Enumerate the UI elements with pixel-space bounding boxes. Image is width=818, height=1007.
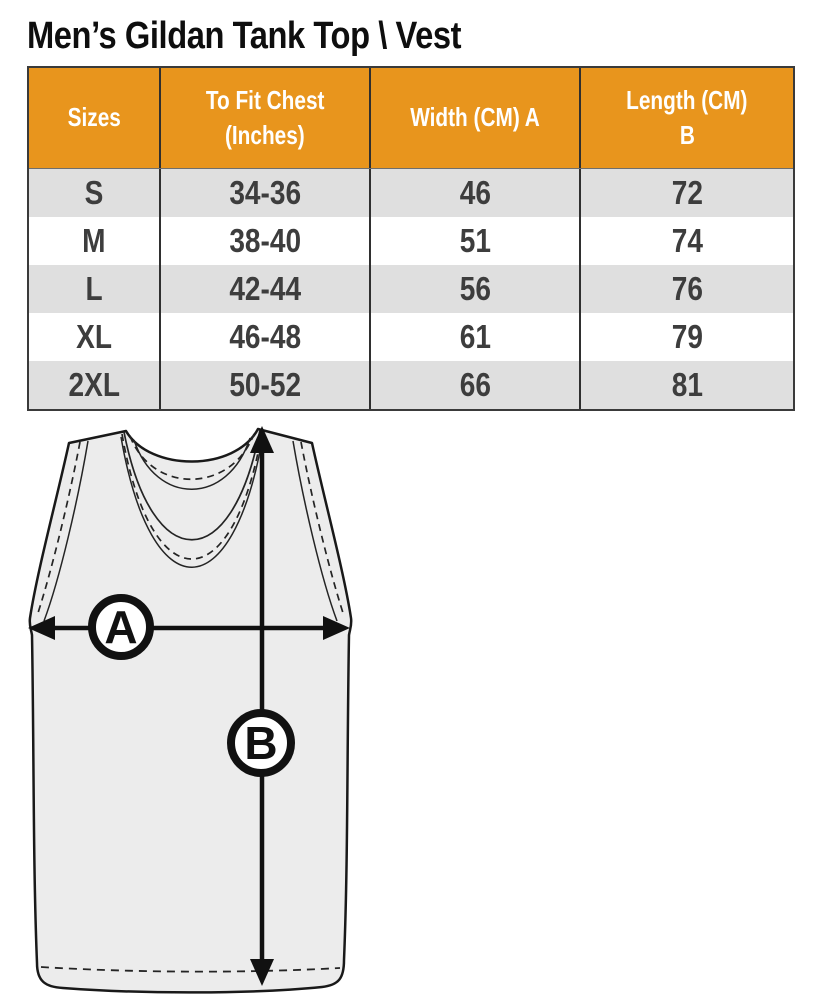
table-row-l: L 42-44 56 76 bbox=[29, 265, 793, 313]
table-row-xl: XL 46-48 61 79 bbox=[29, 313, 793, 361]
length-measurement-arrow: B bbox=[227, 426, 295, 986]
cell-size: XL bbox=[29, 313, 162, 361]
left-armhole-stitch-line bbox=[36, 441, 81, 617]
column-header-chest: To Fit Chest (Inches) bbox=[161, 68, 372, 168]
cell-chest: 38-40 bbox=[161, 217, 372, 265]
front-neck-edge-line bbox=[123, 429, 261, 541]
header-line: To Fit Chest bbox=[205, 84, 325, 115]
length-label: B bbox=[244, 717, 277, 769]
width-measurement-arrow: A bbox=[28, 594, 350, 660]
left-armhole-ribbing-line bbox=[43, 440, 89, 622]
size-chart-table: Sizes To Fit Chest (Inches) Width (CM) A… bbox=[27, 66, 795, 411]
cell-length: 81 bbox=[671, 366, 703, 403]
cell-width: 56 bbox=[371, 265, 582, 313]
cell-chest: 34-36 bbox=[161, 169, 372, 217]
back-neck-ribbing-line bbox=[133, 437, 251, 490]
width-label: A bbox=[104, 601, 137, 653]
right-armhole-ribbing-line bbox=[292, 440, 338, 622]
arrowhead-up bbox=[250, 426, 274, 453]
cell-width: 46 bbox=[371, 169, 582, 217]
table-header-row: Sizes To Fit Chest (Inches) Width (CM) A… bbox=[29, 68, 793, 169]
cell-length: 76 bbox=[671, 270, 703, 307]
cell-width: 61 bbox=[371, 313, 582, 361]
header-line: B bbox=[679, 120, 695, 150]
cell-chest: 46-48 bbox=[161, 313, 372, 361]
width-label-circle bbox=[88, 594, 154, 660]
table-row-2xl: 2XL 50-52 66 81 bbox=[29, 361, 793, 409]
header-line: Length (CM) bbox=[626, 84, 748, 115]
cell-size: M bbox=[29, 217, 162, 265]
right-armhole-stitch-line bbox=[300, 441, 345, 617]
cell-size: 2XL bbox=[29, 361, 162, 409]
header-line: Width (CM) A bbox=[410, 102, 541, 133]
tank-top-diagram: A B bbox=[28, 426, 353, 994]
cell-width: 66 bbox=[371, 361, 582, 409]
header-line: Sizes bbox=[67, 102, 121, 133]
tank-outline bbox=[28, 427, 353, 994]
cell-length: 79 bbox=[671, 318, 703, 355]
length-label-circle bbox=[227, 709, 295, 777]
front-neck-stitch-line bbox=[121, 431, 263, 560]
cell-length: 74 bbox=[671, 222, 703, 259]
header-line: (Inches) bbox=[225, 120, 306, 150]
cell-chest: 42-44 bbox=[161, 265, 372, 313]
cell-size: L bbox=[29, 265, 162, 313]
column-header-sizes: Sizes bbox=[29, 68, 162, 168]
page-title: Men’s Gildan Tank Top \ Vest bbox=[27, 15, 462, 57]
arrowhead-right bbox=[323, 616, 350, 640]
column-header-width: Width (CM) A bbox=[371, 68, 582, 168]
table-body: S 34-36 46 72 M 38-40 51 74 L 42-44 56 7… bbox=[29, 169, 793, 409]
cell-length: 72 bbox=[671, 174, 703, 211]
table-row-s: S 34-36 46 72 bbox=[29, 169, 793, 217]
column-header-length: Length (CM) B bbox=[581, 68, 793, 168]
front-neck-ribbing-line bbox=[120, 434, 264, 568]
cell-size: S bbox=[29, 169, 162, 217]
cell-width: 51 bbox=[371, 217, 582, 265]
arrowhead-left bbox=[28, 616, 55, 640]
cell-chest: 50-52 bbox=[161, 361, 372, 409]
arrowhead-down bbox=[250, 959, 274, 986]
table-row-m: M 38-40 51 74 bbox=[29, 217, 793, 265]
